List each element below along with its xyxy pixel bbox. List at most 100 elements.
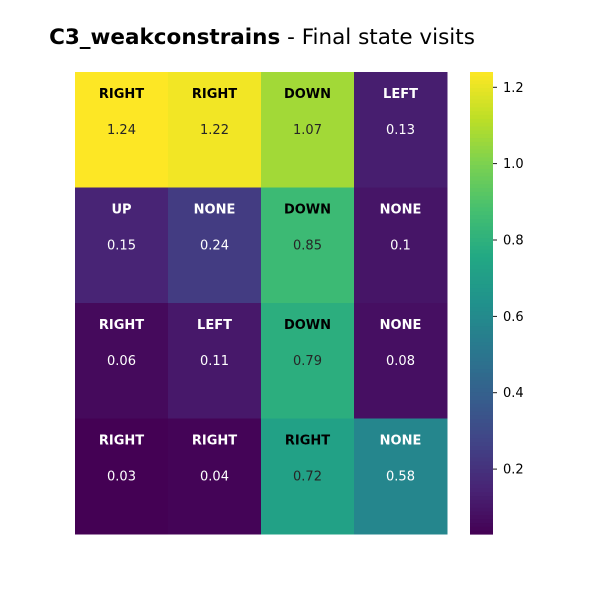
colorbar-segment [470,380,493,385]
colorbar-segment [470,503,493,508]
colorbar-segment [470,187,493,192]
cell-action-label: NONE [380,434,422,449]
cell-value-label: 1.07 [293,123,322,138]
colorbar-segment [470,183,493,189]
colorbar-segment [470,256,493,262]
heatmap-cell [168,303,262,419]
heatmap-cell [261,418,355,535]
colorbar-segment [470,468,493,473]
colorbar-segment [470,191,493,196]
heatmap-cell [261,187,355,304]
heatmap-cell [75,187,169,304]
cell-action-label: RIGHT [99,434,144,449]
colorbar-segment [470,329,493,335]
colorbar-segment [470,276,493,281]
colorbar-segment [470,314,493,319]
colorbar-segment [470,376,493,381]
colorbar-segment [470,426,493,431]
colorbar: 0.2 0.4 0.6 0.8 1.0 1.2 [470,72,524,535]
colorbar-segment [470,383,493,389]
chart-title-rest: - Final state visits [280,25,475,50]
colorbar-segment [470,437,493,443]
colorbar-segment [470,337,493,343]
colorbar-segment [470,202,493,208]
colorbar-segment [470,118,493,123]
colorbar-segment [470,395,493,400]
heatmap-cell [75,72,169,188]
colorbar-segment [470,206,493,212]
cell-value-label: 0.79 [293,354,322,369]
colorbar-segment [470,72,493,77]
colorbar-segment [470,106,493,112]
colorbar-segment [470,222,493,227]
colorbar-segment [470,399,493,404]
colorbar-segment [470,252,493,258]
cell-action-label: DOWN [284,203,331,218]
cell-value-label: 0.15 [107,239,136,254]
colorbar-segment [470,406,493,412]
heatmap-cell [75,303,169,419]
colorbar-segment [470,472,493,477]
colorbar-segment [470,91,493,96]
heatmap-cell [354,72,448,188]
colorbar-segment [470,98,493,104]
cell-value-label: 0.13 [386,123,415,138]
cell-action-label: DOWN [284,318,331,333]
colorbar-segment [470,353,493,358]
colorbar-segment [470,441,493,447]
colorbar-tick-label: 1.0 [503,157,524,172]
cell-value-label: 0.03 [107,470,136,485]
chart-title-bold: C3_weakconstrains [49,25,280,50]
colorbar-segment [470,306,493,312]
colorbar-segment [470,179,493,185]
cell-action-label: RIGHT [192,87,237,102]
cell-value-label: 1.22 [200,123,229,138]
cell-value-label: 0.85 [293,239,322,254]
colorbar-segment [470,372,493,377]
colorbar-segment [470,137,493,142]
colorbar-segment [470,349,493,354]
colorbar-segment [470,457,493,462]
colorbar-segment [470,514,493,520]
colorbar-segment [470,145,493,150]
cell-action-label: RIGHT [285,434,330,449]
colorbar-segment [470,168,493,173]
colorbar-segment [470,418,493,423]
colorbar-segment [470,530,493,535]
colorbar-segment [470,175,493,181]
colorbar-segment [470,333,493,339]
colorbar-segment [470,299,493,304]
colorbar-segment [470,345,493,350]
colorbar-segment [470,79,493,85]
colorbar-segment [470,499,493,504]
colorbar-tick-label: 0.6 [503,310,524,325]
cell-action-label: LEFT [383,87,418,102]
colorbar-segment [470,87,493,92]
cell-value-label: 0.06 [107,354,136,369]
colorbar-segment [470,199,493,204]
colorbar-segment [470,233,493,239]
colorbar-segment [470,218,493,223]
colorbar-segment [470,152,493,158]
colorbar-segment [470,133,493,139]
heatmap-cell [261,303,355,419]
colorbar-segment [470,368,493,373]
cell-value-label: 0.24 [200,239,229,254]
colorbar-segment [470,483,493,489]
cell-value-label: 0.08 [386,354,415,369]
heatmap-cell [354,187,448,304]
colorbar-segment [470,414,493,420]
cell-action-label: NONE [380,318,422,333]
heatmap-cell [261,72,355,188]
colorbar-segment [470,83,493,88]
colorbar-segment [470,430,493,435]
cell-action-label: NONE [380,203,422,218]
colorbar-tick-label: 0.4 [503,386,524,401]
colorbar-segment [470,460,493,466]
colorbar-segment [470,364,493,370]
colorbar-segment [470,195,493,200]
cell-action-label: NONE [194,203,236,218]
colorbar-segment [470,318,493,323]
colorbar-segment [470,433,493,439]
colorbar-segment [470,210,493,216]
